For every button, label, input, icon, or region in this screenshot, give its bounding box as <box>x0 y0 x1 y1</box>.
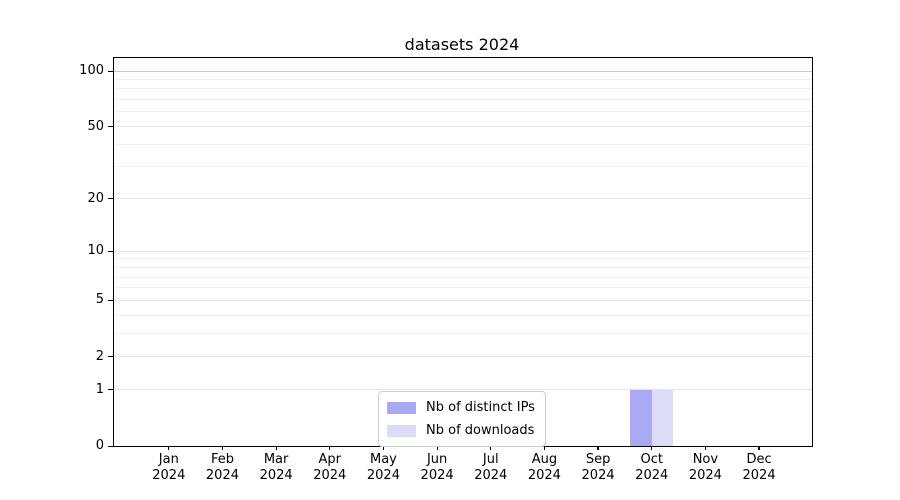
x-tick-mark <box>382 446 385 450</box>
x-tick-label: Sep 2024 <box>558 452 638 484</box>
x-tick-label-line: 2024 <box>366 468 400 483</box>
x-tick-label-line: 2024 <box>635 468 669 483</box>
x-tick-label-line: 2024 <box>152 468 186 483</box>
x-tick-label: Mar 2024 <box>236 452 316 484</box>
minor-gridline <box>114 258 812 260</box>
x-tick-label-line: 2024 <box>527 468 561 483</box>
y-tick-label: 100 <box>79 63 104 78</box>
minor-gridline <box>114 266 812 268</box>
x-tick-label: Oct 2024 <box>612 452 692 484</box>
major-gridline <box>114 299 812 301</box>
minor-gridline <box>114 332 812 334</box>
x-tick-label-line: 2024 <box>742 468 776 483</box>
y-tick-label: 0 <box>95 438 104 453</box>
x-tick-label-line: 2024 <box>688 468 722 483</box>
legend-swatch <box>387 424 416 437</box>
minor-gridline <box>114 143 812 145</box>
y-tick-mark <box>108 356 113 358</box>
y-tick-label: 2 <box>95 348 104 364</box>
x-tick-label-line: 2024 <box>474 468 508 483</box>
y-tick-mark <box>108 389 113 391</box>
y-tick-label: 1 <box>95 381 104 397</box>
x-tick-label: Apr 2024 <box>290 452 370 484</box>
x-tick-label: Jun 2024 <box>397 452 477 484</box>
legend-label: Nb of downloads <box>426 423 535 438</box>
minor-gridline <box>114 287 812 289</box>
x-tick-label: Nov 2024 <box>665 452 745 484</box>
major-gridline <box>114 198 812 200</box>
minor-gridline <box>114 166 812 168</box>
legend-swatch <box>387 401 416 414</box>
y-tick-mark <box>108 70 113 72</box>
x-tick-label: Dec 2024 <box>719 452 799 484</box>
y-tick-mark <box>108 250 113 252</box>
major-gridline <box>114 250 812 252</box>
x-tick-label-line: Dec <box>746 452 772 467</box>
major-gridline <box>114 70 812 72</box>
x-tick-label: May 2024 <box>343 452 423 484</box>
y-tick-mark <box>108 445 113 447</box>
x-tick-label-line: Mar <box>263 452 289 467</box>
x-tick-mark <box>168 446 170 450</box>
y-tick-label: 10 <box>87 243 104 259</box>
x-tick-mark <box>704 446 706 450</box>
minor-gridline <box>114 314 812 316</box>
y-tick-label: 50 <box>87 118 104 134</box>
x-tick-label-line: Jul <box>482 452 499 467</box>
x-tick-mark <box>490 446 492 450</box>
legend-label: Nb of distinct IPs <box>426 400 535 415</box>
y-tick-mark <box>108 299 113 302</box>
x-tick-label-line: Jan <box>158 452 179 467</box>
x-tick-label-line: Feb <box>210 452 234 467</box>
x-tick-label-line: Apr <box>318 452 342 467</box>
minor-gridline <box>114 111 812 113</box>
legend: Nb of distinct IPs Nb of downloads <box>378 391 546 447</box>
y-tick-label: 20 <box>87 190 104 206</box>
major-gridline <box>114 126 812 128</box>
chart-title: datasets 2024 <box>404 35 520 54</box>
x-tick-label: Jul 2024 <box>451 452 531 484</box>
x-tick-label: Feb 2024 <box>182 452 262 484</box>
x-tick-label-line: 2024 <box>259 468 293 483</box>
x-tick-mark <box>758 446 760 450</box>
x-tick-label-line: Oct <box>640 452 663 467</box>
legend-item: Nb of downloads <box>387 421 535 440</box>
x-tick-label-line: 2024 <box>313 468 347 483</box>
bar-nb-of-downloads <box>651 389 674 446</box>
x-tick-label-line: 2024 <box>420 468 454 483</box>
x-tick-label-line: Jun <box>426 452 448 467</box>
x-tick-label-line: 2024 <box>205 468 239 483</box>
major-gridline <box>114 389 812 391</box>
plot-area: 0 1 2 5 10 20 50 100 Jan 2024 Feb 2024 Mar 2024 Apr 20… <box>79 57 813 483</box>
x-tick-mark <box>543 446 545 450</box>
minor-gridline <box>114 78 812 80</box>
x-tick-mark <box>436 446 438 450</box>
legend-item: Nb of distinct IPs <box>387 398 535 417</box>
x-tick-label: Jan 2024 <box>129 452 209 484</box>
x-tick-label-line: Nov <box>692 452 719 467</box>
minor-gridline <box>114 88 812 90</box>
minor-gridline <box>114 276 812 278</box>
y-tick-label: 5 <box>95 292 104 308</box>
x-tick-label-line: May <box>369 452 397 467</box>
x-tick-mark <box>651 446 653 450</box>
y-tick-mark <box>108 198 113 200</box>
x-tick-label-line: Sep <box>585 452 611 467</box>
x-tick-mark <box>221 446 224 450</box>
x-tick-mark <box>275 446 277 450</box>
x-tick-mark <box>597 446 599 450</box>
x-tick-mark <box>329 446 331 450</box>
major-gridline <box>114 356 812 358</box>
x-tick-label-line: 2024 <box>581 468 615 483</box>
x-tick-label-line: Aug <box>531 452 558 467</box>
x-tick-label: Aug 2024 <box>504 452 584 484</box>
bar-nb-of-distinct-ips <box>630 389 652 446</box>
y-tick-mark <box>108 126 113 128</box>
minor-gridline <box>114 99 812 101</box>
